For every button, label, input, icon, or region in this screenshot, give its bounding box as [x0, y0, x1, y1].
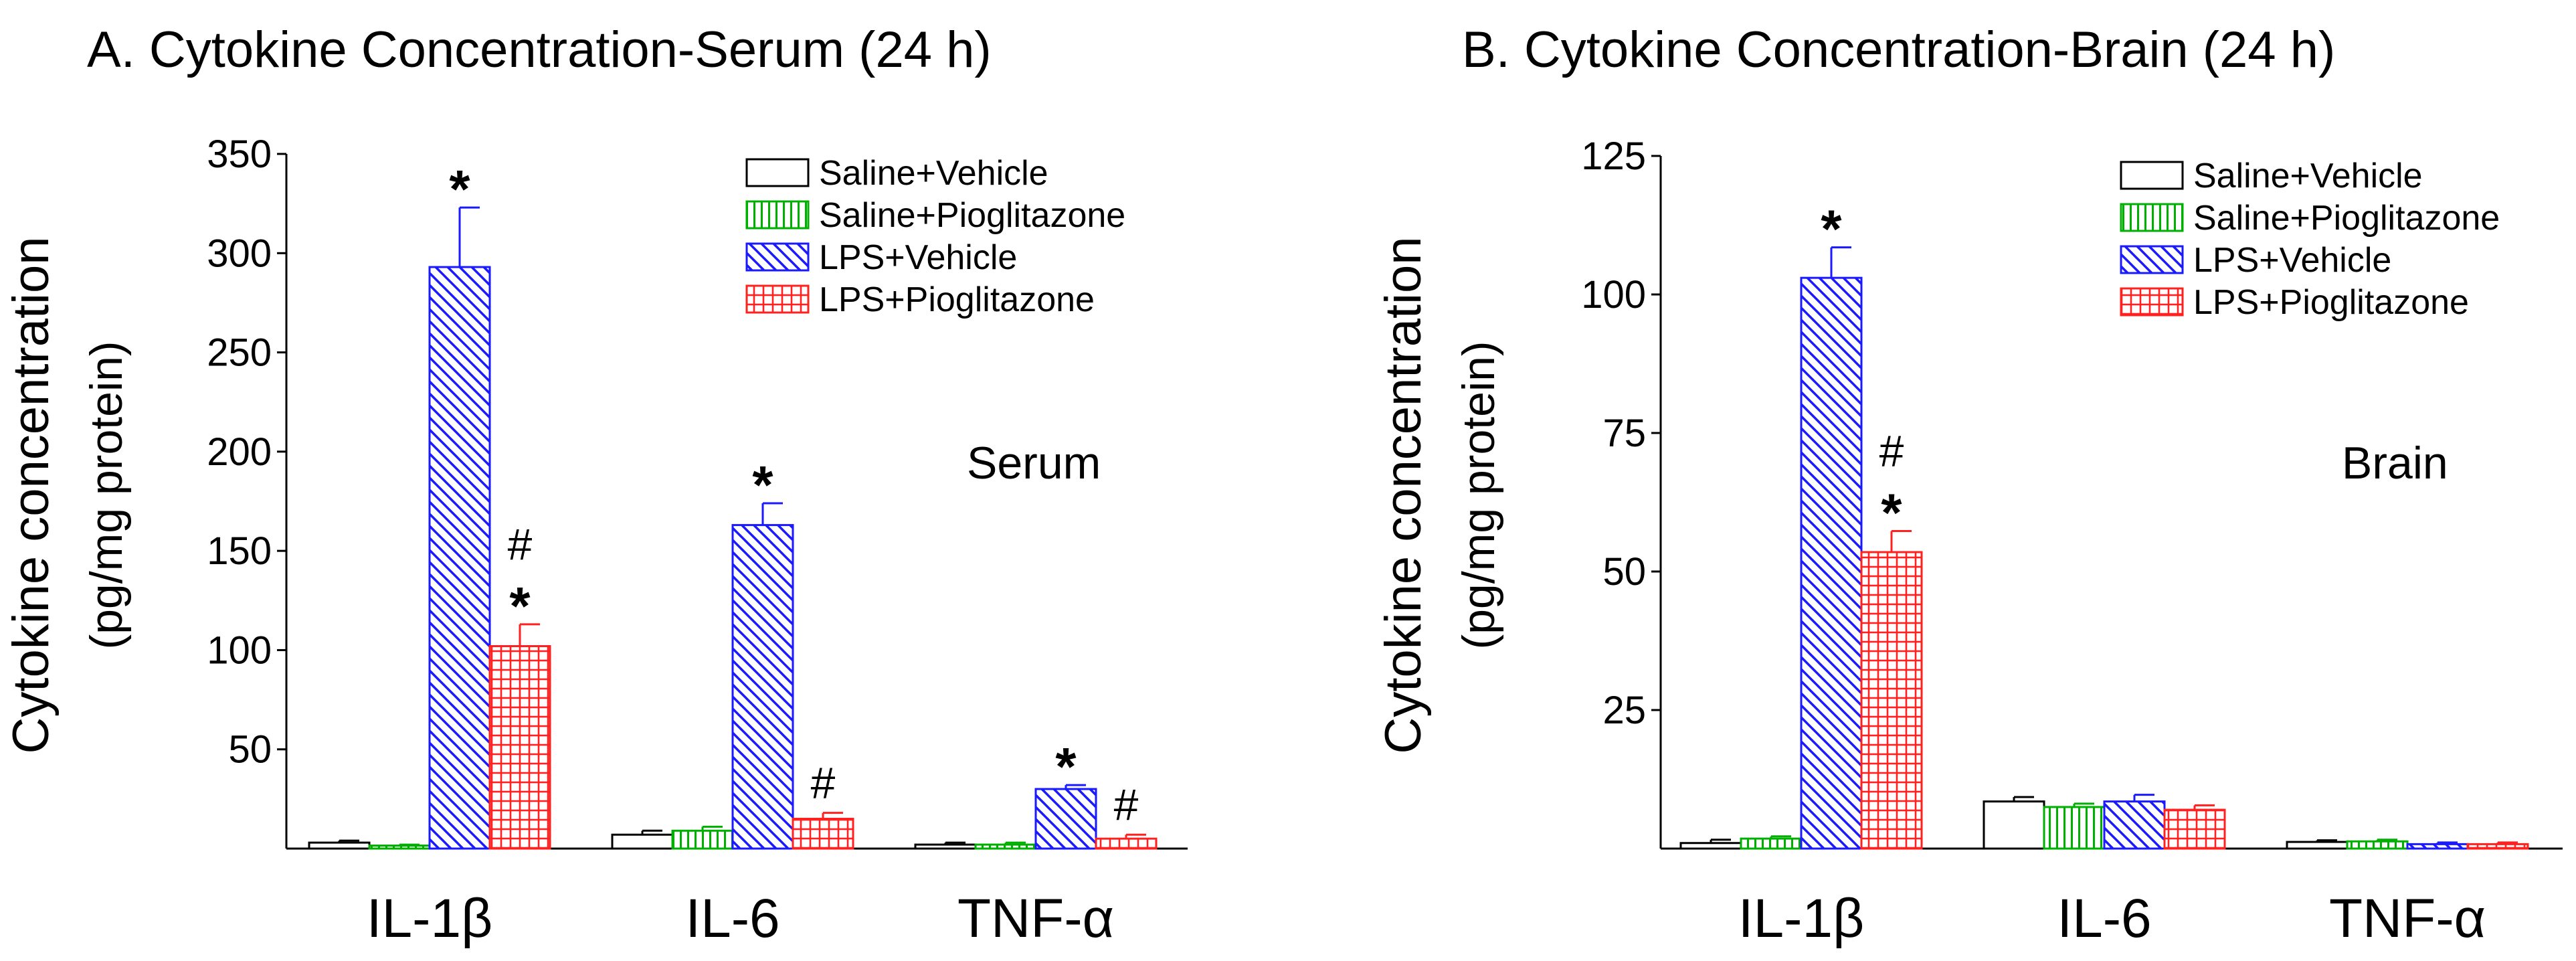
- legend-swatch: [2120, 161, 2184, 190]
- legend-swatch: [2120, 245, 2184, 274]
- y-tick-label: 100: [207, 628, 272, 672]
- significance-star: *: [1821, 199, 1842, 259]
- bar-saline-vehicle: [611, 833, 674, 850]
- legend-label: Saline+Pioglitazone: [2193, 199, 2500, 238]
- x-tick-label: IL-1β: [367, 888, 492, 949]
- legend-swatch: [2120, 203, 2184, 232]
- bar-lps-vehicle: [1034, 788, 1097, 850]
- x-tick-label: TNF-α: [957, 888, 1114, 949]
- legend-swatch: [745, 242, 810, 272]
- bar-lps-pioglitazone: [488, 644, 551, 850]
- significance-hash: #: [1879, 426, 1904, 476]
- y-tick-label: 200: [207, 430, 272, 474]
- legend-swatch: [2120, 287, 2184, 317]
- y-axis-label: Cytokine concentration: [3, 236, 60, 754]
- bar-lps-pioglitazone: [1860, 551, 1923, 850]
- significance-hash: #: [811, 758, 836, 808]
- chart-panel-a: A. Cytokine Concentration-Serum (24 h) Cy…: [3, 21, 1188, 949]
- significance-star: *: [449, 159, 470, 219]
- y-tick-label: 300: [207, 232, 272, 275]
- bar-saline-pioglitazone: [368, 845, 431, 850]
- significance-star: *: [509, 576, 531, 636]
- significance-star: *: [1881, 483, 1902, 543]
- chart-title: B. Cytokine Concentration-Brain (24 h): [1462, 21, 2335, 78]
- significance-star: *: [1055, 737, 1077, 796]
- y-axis-label: (pg/mg protein): [81, 341, 132, 649]
- y-tick-label: 50: [228, 728, 272, 772]
- bar-saline-vehicle: [1983, 800, 2045, 850]
- x-tick-label: IL-6: [685, 888, 779, 949]
- legend-swatch: [745, 158, 810, 187]
- bar-saline-pioglitazone: [671, 829, 734, 850]
- y-tick-label: 150: [207, 529, 272, 573]
- bar-lps-vehicle: [2406, 843, 2469, 850]
- legend-label: Saline+Vehicle: [819, 154, 1048, 193]
- significance-star: *: [752, 455, 773, 515]
- legend-label: LPS+Vehicle: [819, 238, 1017, 277]
- x-tick-label: TNF-α: [2329, 888, 2486, 949]
- bar-saline-pioglitazone: [2043, 806, 2106, 850]
- y-tick-label: 125: [1581, 135, 1646, 178]
- bar-saline-pioglitazone: [2346, 840, 2409, 850]
- bar-lps-vehicle: [1800, 276, 1863, 850]
- y-tick-label: 100: [1581, 273, 1646, 317]
- legend-label: Saline+Vehicle: [2193, 157, 2423, 195]
- bar-lps-pioglitazone: [2163, 808, 2226, 850]
- y-tick-label: 50: [1602, 550, 1646, 594]
- bar-lps-pioglitazone: [2466, 843, 2529, 850]
- legend: Saline+Vehicle Saline+PioglitazoneLPS+Veh…: [2120, 157, 2500, 322]
- bar-saline-vehicle: [914, 843, 977, 850]
- y-tick-label: 75: [1602, 412, 1646, 455]
- significance-hash: #: [508, 519, 533, 569]
- x-tick-label: IL-1β: [1738, 888, 1864, 949]
- legend: Saline+VehicleSaline+PioglitazoneLPS+Veh…: [745, 154, 1125, 319]
- bar-saline-vehicle: [308, 841, 371, 850]
- y-tick-label: 350: [207, 133, 272, 176]
- y-axis-label: (pg/mg protein): [1453, 341, 1504, 649]
- y-axis-label: Cytokine concentration: [1375, 236, 1432, 754]
- bar-saline-vehicle: [2286, 841, 2349, 850]
- y-tick-label: 250: [207, 331, 272, 375]
- legend-label: LPS+Pioglitazone: [819, 280, 1095, 319]
- legend-label: LPS+Vehicle: [2193, 241, 2391, 280]
- panel-annotation: Brain: [2342, 438, 2448, 489]
- legend-label: Saline+Pioglitazone: [819, 196, 1125, 235]
- bar-lps-pioglitazone: [1095, 837, 1158, 850]
- bar-saline-vehicle: [1679, 842, 1742, 850]
- bar-saline-pioglitazone: [974, 843, 1037, 850]
- chart-title: A. Cytokine Concentration-Serum (24 h): [87, 21, 992, 78]
- bar-lps-vehicle: [428, 266, 491, 850]
- bar-saline-pioglitazone: [1740, 837, 1803, 850]
- x-tick-label: IL-6: [2057, 888, 2151, 949]
- y-tick-label: 25: [1602, 689, 1646, 732]
- legend-swatch: [745, 284, 810, 314]
- bar-lps-pioglitazone: [792, 818, 854, 850]
- chart-panel-b: B. Cytokine Concentration-Brain (24 h) Cy…: [1375, 21, 2563, 949]
- panel-annotation: Serum: [967, 438, 1101, 489]
- bar-lps-vehicle: [731, 524, 794, 850]
- significance-hash: #: [1114, 780, 1139, 829]
- legend-label: LPS+Pioglitazone: [2193, 283, 2469, 322]
- bar-lps-vehicle: [2103, 800, 2166, 850]
- legend-swatch: [745, 200, 810, 230]
